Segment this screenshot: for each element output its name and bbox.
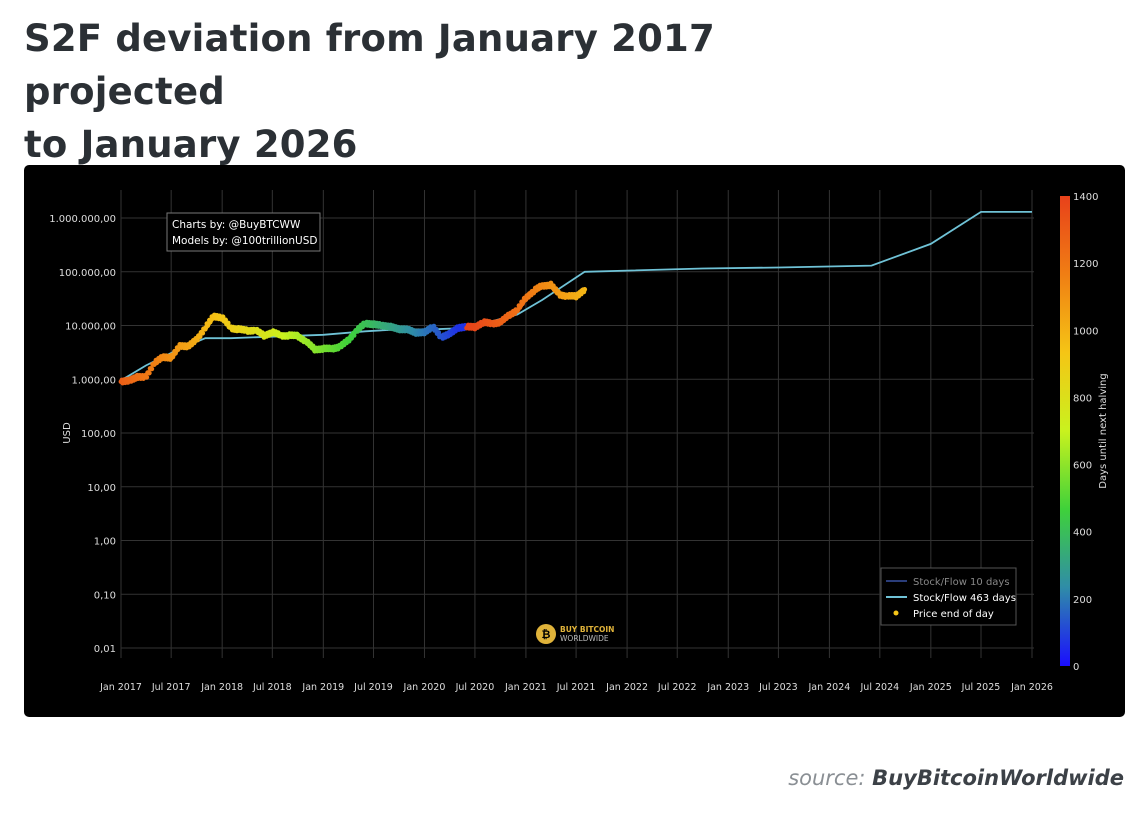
colorbar-label: Days until next halving [1098, 373, 1109, 488]
x-tick-label: Jul 2018 [252, 682, 292, 693]
y-tick-label: 100,00 [81, 429, 116, 440]
price-point [149, 366, 155, 372]
credits-line-2: Models by: @100trillionUSD [172, 235, 317, 247]
source-name: BuyBitcoinWorldwide [872, 766, 1124, 790]
colorbar-tick-label: 1000 [1073, 326, 1098, 337]
colorbar-gradient [1060, 196, 1070, 666]
price-point [195, 337, 200, 343]
colorbar-tick-label: 800 [1073, 393, 1092, 404]
page-title-line-2: to January 2026 [24, 123, 358, 166]
price-point [436, 330, 442, 335]
price-point [197, 334, 203, 340]
colorbar: 0 200 400 600 800 1000 1200 1400 Days until nex… [1060, 192, 1109, 673]
colorbar-tick-label: 1400 [1073, 192, 1098, 203]
price-point [225, 320, 231, 326]
x-tick-label: Jan 2021 [504, 682, 547, 693]
y-tick-label: 100.000,00 [59, 268, 116, 279]
colorbar-tick-label: 200 [1073, 595, 1092, 606]
credits-line-1: Charts by: @BuyBTCWW [172, 219, 301, 231]
y-axis-label: USD [62, 422, 73, 444]
x-tick-label: Jan 2024 [807, 682, 850, 693]
legend-swatch [893, 610, 899, 616]
x-tick-label: Jul 2020 [455, 682, 495, 693]
source-credit: source: BuyBitcoinWorldwide [788, 766, 1124, 790]
price-point [146, 370, 152, 376]
x-tick-label: Jan 2022 [605, 682, 648, 693]
x-tick-label: Jul 2025 [961, 682, 1001, 693]
s2f-chart: Jan 2017 Jul 2017 Jan 2018 Jul 2018 Jan 2019… [49, 190, 1109, 693]
watermark-line-2: WORLDWIDE [560, 634, 609, 643]
chart-card: Jan 2017 Jul 2017 Jan 2018 Jul 2018 Jan 2019… [24, 165, 1125, 717]
x-tick-label: Jul 2019 [353, 682, 393, 693]
x-tick-label: Jan 2020 [403, 682, 446, 693]
x-axis-ticks: Jan 2017 Jul 2017 Jan 2018 Jul 2018 Jan 2019… [99, 682, 1053, 693]
x-tick-label: Jan 2026 [1010, 682, 1053, 693]
y-tick-label: 1,00 [94, 537, 116, 548]
colorbar-tick-label: 400 [1073, 528, 1092, 539]
grid [120, 190, 1034, 658]
colorbar-tick-label: 600 [1073, 461, 1092, 472]
y-tick-label: 10,00 [87, 483, 116, 494]
source-prefix: source: [788, 766, 866, 790]
x-tick-label: Jul 2024 [860, 682, 900, 693]
x-tick-label: Jan 2025 [909, 682, 952, 693]
y-tick-label: 0,01 [94, 644, 116, 655]
x-tick-label: Jan 2018 [200, 682, 243, 693]
credits-box: Charts by: @BuyBTCWW Models by: @100tril… [166, 212, 321, 252]
y-tick-label: 1.000,00 [71, 375, 116, 386]
legend: Stock/Flow 10 days Stock/Flow 463 days Pri… [880, 567, 1017, 626]
x-tick-label: Jan 2019 [301, 682, 344, 693]
colorbar-tick-label: 0 [1073, 662, 1079, 673]
y-tick-label: 10.000,00 [65, 322, 116, 333]
page-title: S2F deviation from January 2017 projecte… [24, 12, 924, 171]
x-tick-label: Jul 2021 [556, 682, 596, 693]
legend-entry-label: Stock/Flow 463 days [913, 593, 1016, 604]
x-tick-label: Jul 2023 [758, 682, 798, 693]
y-tick-label: 1.000.000,00 [49, 214, 116, 225]
price-point [200, 330, 206, 336]
series-layer [118, 211, 1032, 386]
watermark-line-1: BUY BITCOIN [560, 625, 614, 634]
price-point [144, 374, 150, 380]
colorbar-tick-label: 1200 [1073, 259, 1098, 270]
legend-entry-label: Stock/Flow 10 days [913, 577, 1010, 588]
watermark-logo: ₿ BUY BITCOIN WORLDWIDE [536, 624, 614, 644]
y-tick-label: 0,10 [94, 590, 116, 601]
x-tick-label: Jul 2022 [657, 682, 697, 693]
bitcoin-symbol: ₿ [542, 628, 551, 641]
bitcoin-coin-icon [536, 624, 556, 644]
y-axis-ticks: 1.000.000,00 100.000,00 10.000,00 1.000,00 1… [49, 214, 116, 655]
x-tick-label: Jul 2017 [151, 682, 191, 693]
price-point [582, 287, 588, 292]
x-tick-label: Jan 2023 [706, 682, 749, 693]
legend-entry-label: Price end of day [913, 609, 994, 620]
page-title-line-1: S2F deviation from January 2017 projecte… [24, 17, 715, 113]
x-tick-label: Jan 2017 [99, 682, 142, 693]
